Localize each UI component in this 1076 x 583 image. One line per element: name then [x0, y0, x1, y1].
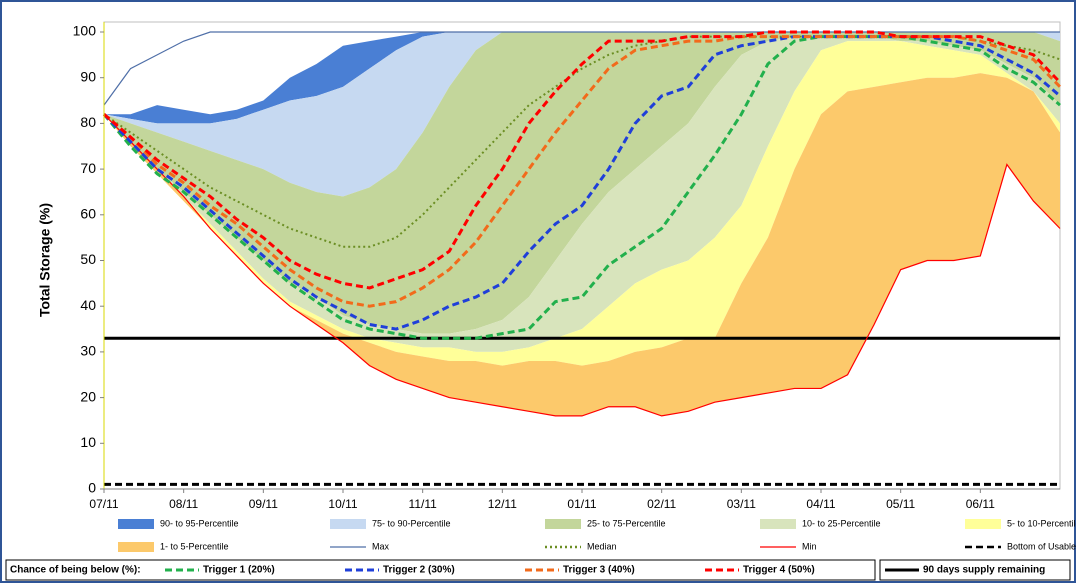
x-tick-label: 01/11 — [567, 497, 596, 511]
x-tick-label: 09/11 — [249, 497, 278, 511]
y-axis-label: Total Storage (%) — [37, 203, 53, 317]
areas — [104, 32, 1060, 416]
legend-swatch — [118, 519, 154, 529]
legend-label: 5- to 10-Percentile — [1007, 518, 1076, 528]
y-tick-label: 40 — [80, 297, 96, 313]
x-tick-label: 05/11 — [886, 497, 915, 511]
legend-swatch — [330, 519, 366, 529]
band-area — [104, 73, 1060, 416]
x-tick-label: 04/11 — [806, 497, 835, 511]
band-area — [104, 32, 1060, 197]
y-tick-label: 50 — [80, 251, 96, 267]
legend-swatch — [965, 519, 1001, 529]
series-line — [103, 113, 1061, 417]
series-line — [103, 30, 1062, 290]
supply-legend-box — [879, 559, 1071, 581]
legend-label: Trigger 1 (20%) — [203, 565, 275, 576]
x-tick-label: 08/11 — [169, 497, 198, 511]
x-tick-label: 10/11 — [328, 497, 357, 511]
legend-label: 75- to 90-Percentile — [372, 518, 451, 528]
x-tick-label: 11/11 — [409, 497, 438, 511]
legend-label: Bottom of Usable Storage — [1007, 541, 1076, 551]
y-tick-label: 60 — [80, 206, 96, 222]
legend-note: Chance of being below (%): — [10, 565, 141, 576]
legend-swatch — [760, 519, 796, 529]
legend-label: Trigger 3 (40%) — [563, 565, 635, 576]
legend-label: Min — [802, 541, 817, 551]
band-area — [104, 36, 1060, 352]
y-tick-label: 90 — [80, 68, 96, 84]
x-tick-label: 06/11 — [966, 497, 995, 511]
x-tick-label: 03/11 — [727, 497, 756, 511]
legend-label: 90 days supply remaining — [923, 565, 1045, 576]
legend-label: Trigger 2 (30%) — [383, 565, 455, 576]
band-area — [104, 32, 1060, 334]
series-line — [102, 35, 1061, 331]
legend-label: Max — [372, 541, 390, 551]
y-tick-label: 100 — [73, 23, 97, 39]
band-area — [104, 41, 1060, 366]
legend-label: Trigger 4 (50%) — [743, 565, 815, 576]
band-area — [104, 32, 1060, 124]
trigger-legend-box — [5, 559, 876, 581]
legend-label: 1- to 5-Percentile — [160, 541, 229, 551]
x-tick-label: 02/11 — [647, 497, 676, 511]
y-tick-label: 20 — [80, 388, 96, 404]
legend-label: Median — [587, 541, 617, 551]
x-tick-label: 07/11 — [89, 497, 118, 511]
legend-swatch — [545, 519, 581, 529]
legend-label: 25- to 75-Percentile — [587, 518, 666, 528]
y-tick-label: 70 — [80, 160, 96, 176]
legend-label: 10- to 25-Percentile — [802, 518, 881, 528]
y-tick-label: 80 — [80, 114, 96, 130]
y-tick-label: 0 — [88, 480, 96, 496]
y-tick-label: 30 — [80, 343, 96, 359]
y-tick-label: 10 — [80, 434, 96, 450]
legend-swatch — [118, 542, 154, 552]
series-line — [103, 31, 1060, 106]
x-tick-label: 12/11 — [488, 497, 517, 511]
legend-label: 90- to 95-Percentile — [160, 518, 239, 528]
